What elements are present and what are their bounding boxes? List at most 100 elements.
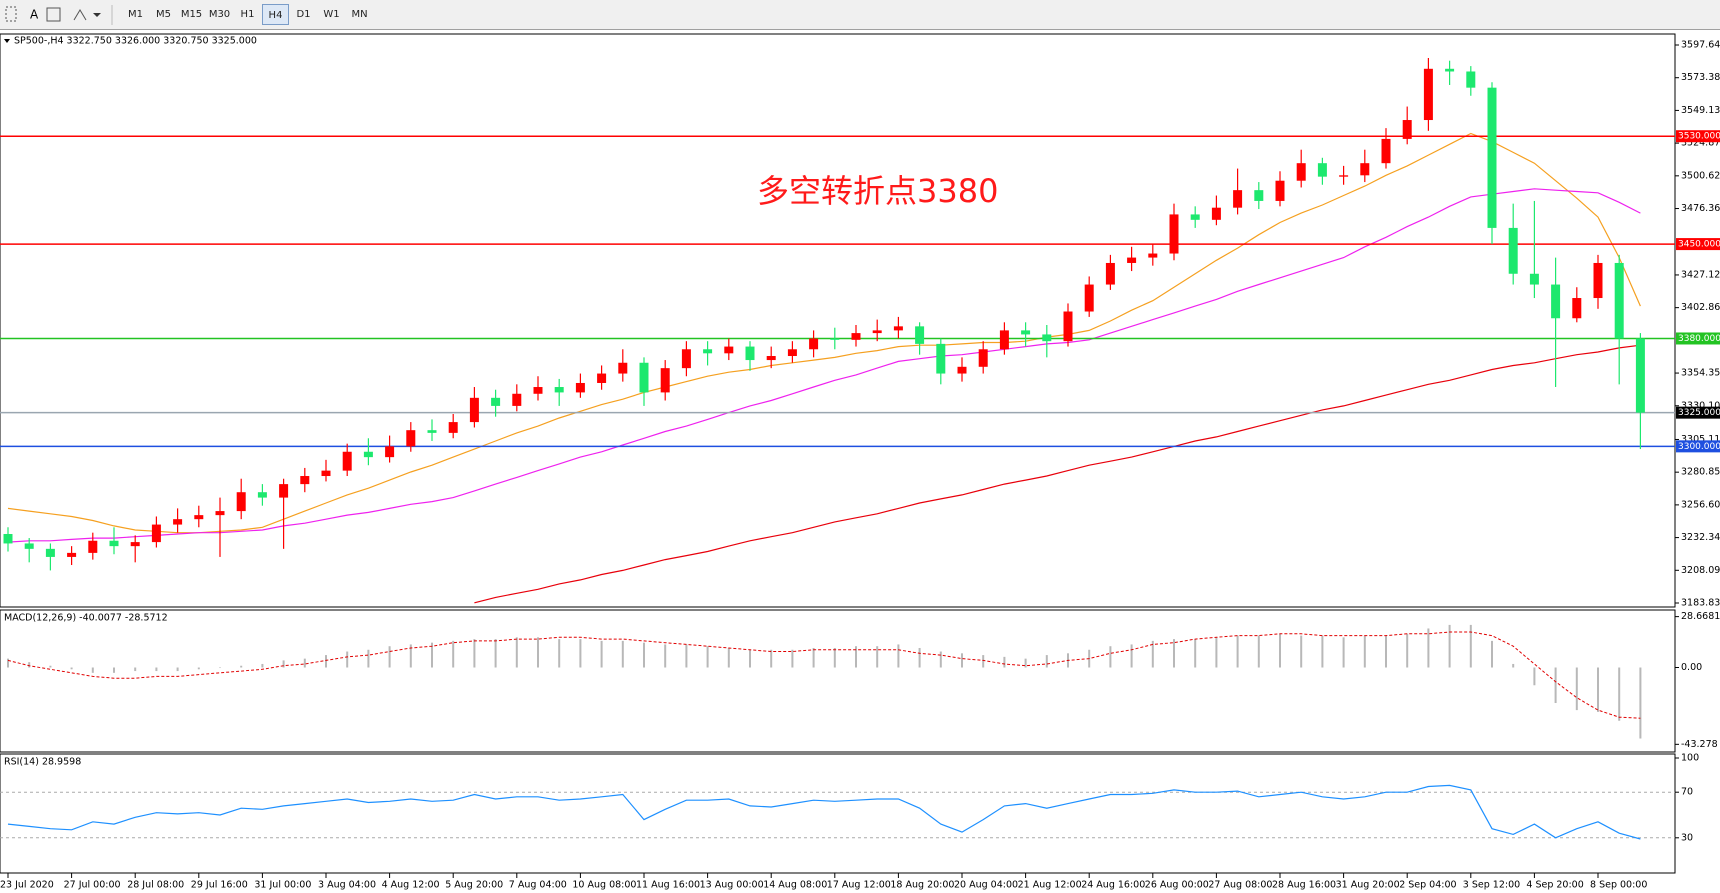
y-tick-label: 28.6681: [1681, 611, 1720, 622]
candle-body: [787, 349, 797, 357]
macd-bar: [537, 637, 539, 668]
timeframe-button[interactable]: M15: [180, 9, 203, 20]
x-tick-label: 3 Aug 04:00: [318, 880, 376, 891]
macd-bar: [388, 646, 391, 668]
timeframe-button[interactable]: M5: [156, 9, 171, 20]
x-tick-label: 5 Aug 20:00: [445, 880, 503, 891]
shapes-tool[interactable]: [73, 9, 87, 21]
candle-body: [1402, 120, 1412, 139]
macd-bar: [1215, 637, 1218, 668]
timeframe-button[interactable]: H4: [262, 4, 289, 25]
candle-body: [173, 519, 183, 525]
macd-bar: [7, 658, 9, 668]
x-tick-label: 23 Jul 2020: [0, 880, 54, 891]
macd-bar: [431, 642, 433, 668]
timeframes: M1 M5 M15 M30 H1 H4 D1 W1 MN: [122, 4, 374, 25]
macd-bar: [855, 646, 857, 668]
toolbar-icons: A: [5, 5, 113, 25]
y-tick-label: 3232.345: [1681, 532, 1720, 543]
rsi-header: RSI(14) 28.9598: [4, 757, 81, 768]
macd-bar: [664, 644, 667, 668]
text-tool[interactable]: A: [30, 8, 39, 22]
signal-line: [7, 631, 1641, 719]
y-tick-label: -43.278: [1681, 739, 1718, 750]
y-tick-label: 100: [1681, 753, 1699, 764]
x-tick-label: 4 Aug 12:00: [382, 880, 440, 891]
candle-body: [851, 333, 861, 340]
macd-bar: [833, 647, 836, 668]
macd-bar: [1491, 640, 1493, 668]
timeframe-button[interactable]: M30: [208, 9, 231, 20]
candle-body: [1063, 311, 1073, 342]
candle-body: [491, 397, 501, 406]
candle-body: [1487, 87, 1497, 228]
chart: SP500-,H4 3322.750 3326.000 3320.750 332…: [0, 33, 1720, 891]
dropdown[interactable]: [93, 13, 101, 17]
y-tick-label: 3573.385: [1681, 72, 1720, 83]
candle-body: [575, 382, 585, 393]
candle-body: [109, 540, 119, 547]
macd-bar: [1003, 656, 1006, 668]
candle-body: [3, 534, 13, 544]
timeframe-button[interactable]: MN: [351, 9, 368, 20]
candle-body: [936, 343, 946, 374]
candle-body: [427, 430, 437, 433]
candle-body: [1317, 163, 1327, 177]
candle-body: [130, 542, 140, 547]
macd-bar: [621, 640, 624, 668]
macd-panel: [0, 609, 1676, 753]
candle-body: [1190, 214, 1200, 220]
label-tool[interactable]: [46, 7, 61, 22]
candle-body: [1211, 207, 1221, 220]
macd-bar: [1257, 635, 1260, 668]
macd-bar: [1554, 667, 1557, 704]
x-tick-label: 21 Aug 12:00: [1018, 880, 1082, 891]
y-tick-label: 3524.875: [1681, 138, 1720, 149]
candle-body: [533, 387, 543, 394]
x-tick-label: 31 Aug 20:00: [1336, 880, 1400, 891]
timeframe-button[interactable]: W1: [323, 9, 340, 20]
timeframe-button[interactable]: D1: [296, 9, 311, 20]
crosshair-icon[interactable]: [5, 6, 17, 22]
level-tag: [1676, 440, 1720, 453]
candle-body: [1381, 138, 1391, 164]
y-tick-label: 3354.355: [1681, 368, 1720, 379]
macd-bar: [515, 637, 518, 668]
candle-body: [1233, 190, 1243, 208]
macd-bar: [579, 639, 582, 668]
level-label: 3450.000: [1678, 240, 1720, 250]
macd-bar: [240, 665, 243, 668]
x-tick-label: 3 Sep 12:00: [1463, 880, 1520, 891]
macd-bar: [70, 667, 73, 670]
candle-body: [597, 373, 607, 383]
candle-body: [342, 451, 352, 471]
macd-bar: [1130, 644, 1133, 668]
x-tick-label: 29 Jul 16:00: [191, 880, 248, 891]
rsi-panel: [0, 753, 1676, 874]
macd-bar: [1427, 628, 1430, 668]
candle-body: [1360, 163, 1370, 176]
macd-bar: [1597, 667, 1599, 712]
candle-body: [24, 543, 34, 549]
candle-body: [1508, 227, 1518, 274]
x-tick-label: 27 Jul 00:00: [64, 880, 121, 891]
timeframe-button[interactable]: H1: [240, 9, 255, 20]
rsi-line: [7, 784, 1641, 840]
macd-header: MACD(12,26,9) -40.0077 -28.5712: [4, 613, 168, 624]
macd-bar: [282, 660, 285, 668]
candle-body: [830, 338, 840, 340]
level-label: 3325.000: [1678, 408, 1720, 418]
candle-body: [978, 349, 988, 367]
timeframe-button[interactable]: M1: [128, 9, 143, 20]
macd-bar: [558, 639, 561, 668]
macd-bar: [727, 647, 730, 668]
main-panel: [0, 33, 1676, 608]
candle-body: [1275, 180, 1285, 201]
candle-body: [385, 446, 395, 458]
macd-bar: [1639, 667, 1642, 739]
candle-body: [1021, 330, 1031, 335]
candle-body: [1445, 68, 1455, 72]
candle-body: [151, 524, 161, 543]
level-tag: [1676, 332, 1720, 345]
